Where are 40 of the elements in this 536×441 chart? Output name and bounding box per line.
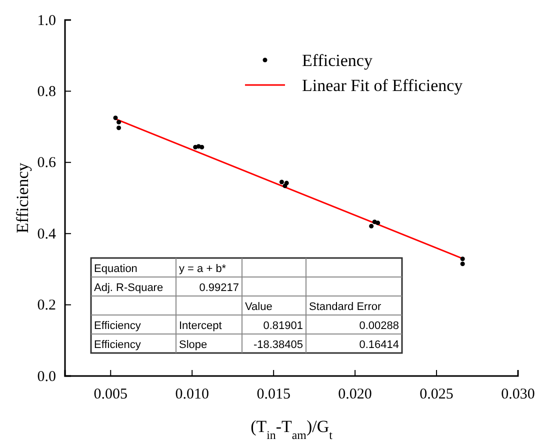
point <box>284 180 289 186</box>
y-axis-title: Efficiency <box>13 162 32 234</box>
annotation: Adj. R-Square <box>94 282 164 294</box>
x-tick-label: 0.025 <box>420 386 454 402</box>
x-tick-label: 0.010 <box>175 386 209 402</box>
annotation: Efficiency <box>94 339 142 351</box>
annotation: Slope <box>179 339 208 351</box>
point <box>369 224 374 228</box>
annotation: Standard Error <box>309 301 382 313</box>
point <box>116 126 122 130</box>
legend-label: Efficiency <box>302 51 373 70</box>
y-tick-label: 0.6 <box>37 155 56 172</box>
annotation: 0.00288 <box>359 320 399 332</box>
y-tick-label: 0.0 <box>37 368 56 385</box>
y-tick-label: 0.4 <box>37 226 56 242</box>
x-axis-title: (T$_{in}$-T$_{am}$)/G$_{t}$ <box>250 417 334 441</box>
y-tick-label: 0.8 <box>37 84 56 100</box>
x-tick-label: 0.005 <box>94 386 128 402</box>
annotation: y = a + b* <box>179 263 227 275</box>
x-tick-label: 0.015 <box>256 386 290 402</box>
x-tick-label: 0.030 <box>501 386 535 402</box>
point <box>113 116 118 120</box>
x-tick-label: 0.020 <box>338 386 372 402</box>
legend-label: Linear Fit of Efficiency <box>302 76 464 95</box>
y-tick-label: 1.0 <box>37 12 56 29</box>
point <box>200 144 204 150</box>
point <box>460 262 465 266</box>
point <box>376 220 380 226</box>
annotation: 0.16414 <box>359 339 399 351</box>
annotation: 0.99217 <box>199 282 239 294</box>
annotation: 0.81901 <box>263 320 303 332</box>
annotation: -18.38405 <box>253 339 303 351</box>
point <box>460 256 465 262</box>
annotation: Efficiency <box>94 320 142 332</box>
annotation: Value <box>245 301 272 313</box>
point <box>116 120 122 124</box>
annotation: Equation <box>94 263 138 275</box>
y-tick-label: 0.2 <box>37 298 56 314</box>
annotation: Intercept <box>179 320 222 332</box>
point <box>279 180 284 184</box>
